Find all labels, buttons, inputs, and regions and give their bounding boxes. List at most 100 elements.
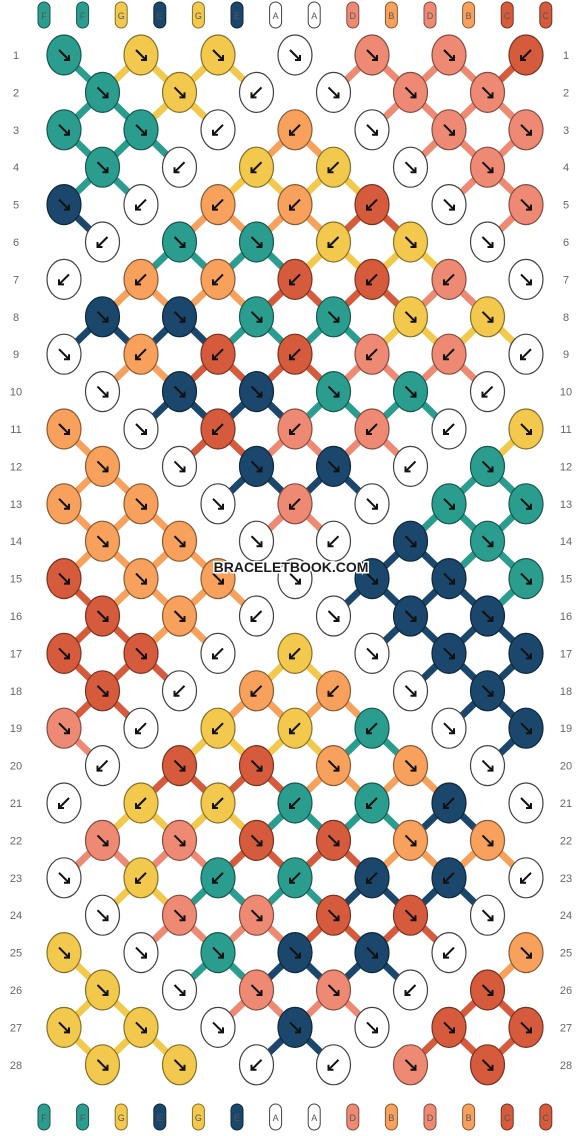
knot	[200, 707, 236, 749]
row-label: 21	[560, 798, 572, 810]
row-label: 23	[10, 873, 22, 885]
row-label: 12	[10, 461, 22, 473]
knot	[469, 221, 506, 263]
knot	[354, 184, 390, 226]
row-label: 25	[560, 948, 572, 960]
knot	[431, 483, 467, 525]
knot	[508, 333, 544, 375]
string-end: B	[462, 1, 476, 29]
knot	[123, 1006, 159, 1049]
string-end: B	[384, 1, 398, 29]
knot	[469, 296, 506, 338]
string-end: E	[153, 1103, 167, 1131]
knot	[431, 557, 467, 600]
knot	[46, 333, 82, 375]
knot	[315, 744, 352, 787]
knot	[161, 969, 198, 1011]
knot	[200, 408, 236, 450]
knot	[431, 857, 467, 899]
row-label: 11	[10, 424, 21, 436]
svg-text:E: E	[234, 1113, 240, 1123]
knot	[508, 184, 544, 226]
knot	[354, 1006, 390, 1049]
svg-text:G: G	[118, 1113, 125, 1123]
knot	[161, 1044, 198, 1086]
knot	[84, 819, 121, 862]
knot	[431, 258, 467, 300]
svg-text:F: F	[80, 11, 86, 21]
row-label: 16	[10, 611, 22, 623]
knot	[277, 408, 313, 450]
knot	[431, 1006, 467, 1049]
knot	[238, 445, 275, 487]
knot	[161, 819, 198, 862]
knot	[392, 520, 429, 562]
row-label: 26	[10, 985, 22, 997]
string-end: F	[37, 1103, 51, 1131]
knot	[84, 371, 121, 413]
knot	[84, 1044, 121, 1086]
knot	[123, 931, 159, 974]
knot	[392, 296, 429, 338]
knot	[277, 333, 313, 375]
string-end: F	[37, 1, 51, 29]
knot	[46, 184, 82, 226]
row-label: 9	[563, 349, 569, 361]
svg-text:E: E	[157, 1113, 163, 1123]
row-label: 4	[13, 162, 19, 174]
row-label: 15	[10, 574, 22, 586]
knot	[508, 258, 544, 300]
svg-text:E: E	[234, 11, 240, 21]
knot	[161, 894, 198, 936]
knot	[84, 445, 121, 487]
knot	[315, 296, 352, 338]
knot	[84, 969, 121, 1011]
svg-text:B: B	[466, 1113, 472, 1123]
svg-text:G: G	[195, 1113, 202, 1123]
knot	[238, 670, 275, 712]
knot	[238, 221, 275, 263]
row-label: 20	[10, 761, 22, 773]
svg-text:D: D	[350, 11, 357, 21]
knot	[315, 969, 352, 1011]
knot	[315, 146, 352, 188]
string-end: A	[307, 1103, 321, 1131]
row-label: 8	[13, 312, 19, 324]
knot	[200, 782, 236, 824]
knot	[315, 71, 352, 114]
row-label: 1	[563, 50, 569, 62]
string-end: A	[269, 1, 283, 29]
svg-text:A: A	[311, 11, 317, 21]
row-label: 9	[13, 349, 19, 361]
knot	[161, 520, 198, 562]
row-label: 7	[13, 274, 19, 286]
knot	[354, 707, 390, 749]
row-label: 5	[13, 200, 19, 212]
row-label: 24	[10, 910, 22, 922]
knot	[161, 296, 198, 338]
knot	[508, 1006, 544, 1049]
knot	[469, 371, 506, 413]
row-label: 25	[10, 948, 22, 960]
string-end: E	[230, 1103, 244, 1131]
knot	[238, 1044, 275, 1086]
knot	[123, 483, 159, 525]
knot	[200, 333, 236, 375]
knot	[508, 782, 544, 824]
knot	[84, 146, 121, 188]
knot	[238, 894, 275, 936]
string-end: E	[230, 1, 244, 29]
knot	[392, 1044, 429, 1086]
knot	[508, 557, 544, 600]
string-end: B	[462, 1103, 476, 1131]
row-label: 14	[560, 536, 572, 548]
string-end: F	[76, 1103, 90, 1131]
knot	[392, 670, 429, 712]
knot	[469, 894, 506, 936]
knot	[469, 1044, 506, 1086]
knot	[431, 184, 467, 226]
row-label: 20	[560, 761, 572, 773]
row-label: 14	[10, 536, 22, 548]
